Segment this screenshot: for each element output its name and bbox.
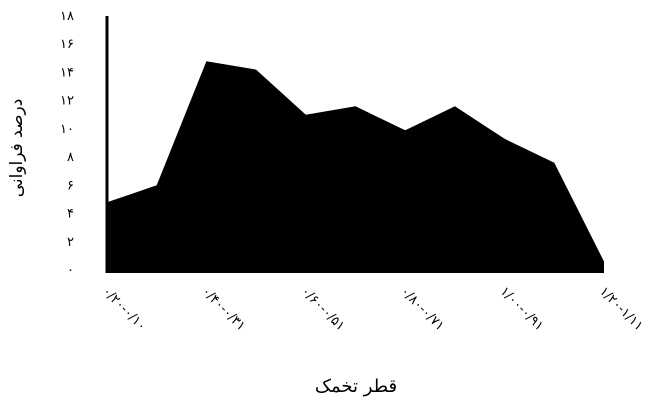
y-tick-label: ۲: [67, 235, 74, 250]
y-tick-label: ۱۶: [60, 37, 74, 52]
y-tick-label: ۱۸: [60, 9, 74, 24]
y-tick-label: ۱۰: [60, 122, 74, 137]
y-tick-label: ۴: [67, 207, 74, 222]
y-tick-label: ۸: [67, 150, 74, 165]
y-tick-label: ۰: [67, 263, 74, 278]
x-tick-label: ۱/۲۰-۱/۱۱: [596, 284, 646, 334]
area-series: [107, 61, 604, 271]
x-axis-label: قطر تخمک: [315, 376, 397, 397]
y-tick-label: ۱۴: [60, 65, 74, 80]
y-axis-ticks: ۰ ۲ ۴ ۶ ۸ ۱۰ ۱۲ ۱۴ ۱۶ ۱۸: [60, 9, 74, 278]
x-tick-label: ۰/۸۰-۰/۷۱: [397, 284, 447, 334]
plot-area: [105, 16, 605, 273]
x-tick-label: ۰/۴۰-۰/۳۱: [199, 284, 249, 334]
y-axis-label: درصد فراوانی: [7, 99, 27, 198]
x-tick-label: ۱/۰۰-۰/۹۱: [497, 284, 547, 334]
x-tick-label: ۰/۶۰-۰/۵۱: [298, 284, 348, 334]
x-tick-label: ۰/۲۰-۰/۱۰: [99, 284, 149, 334]
y-tick-label: ۶: [67, 178, 74, 193]
x-axis-ticks: ۰/۲۰-۰/۱۰ ۰/۴۰-۰/۳۱ ۰/۶۰-۰/۵۱ ۰/۸۰-۰/۷۱ ۱/۰۰…: [99, 284, 646, 334]
y-tick-label: ۱۲: [60, 94, 74, 109]
